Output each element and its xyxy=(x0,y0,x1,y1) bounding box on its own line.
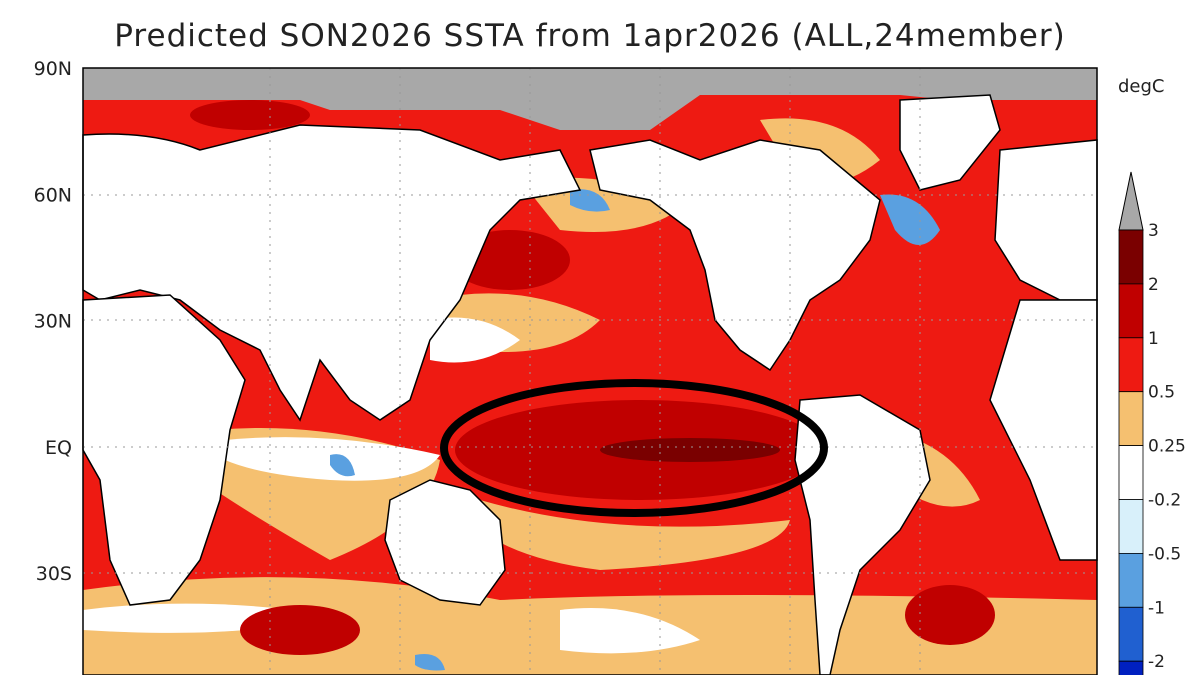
colorbar-swatch xyxy=(1118,337,1144,393)
north-america xyxy=(589,139,881,372)
continents xyxy=(82,94,1098,676)
latitude-label: 30N xyxy=(34,311,72,333)
sea-ice xyxy=(83,68,1097,130)
colorbar-label: -1 xyxy=(1148,598,1165,618)
latitude-label: 60N xyxy=(34,184,72,206)
colorbar-swatch xyxy=(1118,445,1144,500)
map-title: Predicted SON2026 SSTA from 1apr2026 (AL… xyxy=(114,18,1065,54)
colorbar-label: 0.25 xyxy=(1148,437,1186,457)
greenland xyxy=(899,94,1001,191)
highlight-ellipse xyxy=(440,379,828,517)
latitude-labels: 90N 60N 30N EQ 30S xyxy=(34,58,72,585)
africa xyxy=(82,294,246,606)
cool-patches xyxy=(330,189,940,671)
colorbar-label: 1 xyxy=(1148,329,1159,349)
colorbar: degC 3 2 1 0.5 0.25 -0.2 -0.5 -1 -2 xyxy=(1118,76,1186,679)
australia xyxy=(384,479,506,606)
colorbar-unit: degC xyxy=(1118,76,1165,97)
colorbar-label: -2 xyxy=(1148,652,1165,672)
colorbar-swatch xyxy=(1118,499,1144,554)
colorbar-swatch xyxy=(1118,606,1144,662)
colorbar-swatch xyxy=(1118,553,1144,608)
colorbar-swatch xyxy=(1118,229,1144,285)
colorbar-label: 0.5 xyxy=(1148,383,1175,403)
latitude-label: 30S xyxy=(36,563,72,585)
latitude-label: EQ xyxy=(45,437,72,459)
colorbar-top-arrow xyxy=(1118,171,1144,231)
map xyxy=(82,67,1098,676)
colorbar-swatch xyxy=(1118,283,1144,339)
colorbar-label: 3 xyxy=(1148,221,1159,241)
colorbar-label: -0.2 xyxy=(1148,491,1181,511)
latitude-label: 90N xyxy=(34,58,72,80)
colorbar-swatch xyxy=(1118,660,1144,679)
graticule xyxy=(83,68,1097,675)
colorbar-label: -0.5 xyxy=(1148,544,1181,564)
peak-anomaly xyxy=(600,438,780,462)
colorbar-swatch xyxy=(1118,391,1144,447)
eurasia xyxy=(82,124,582,422)
colorbar-label: 2 xyxy=(1148,275,1159,295)
